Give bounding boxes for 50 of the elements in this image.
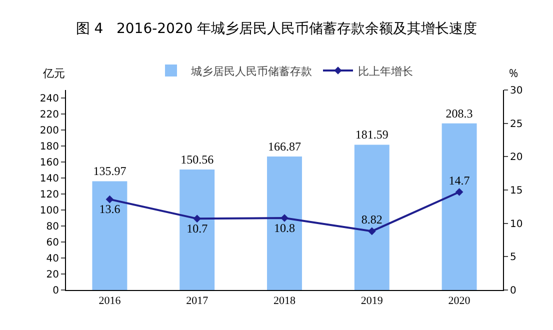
legend-label: 城乡居民人民币储蓄存款 — [190, 64, 312, 78]
y-tick-label: 240 — [40, 94, 59, 104]
y2-tick-label: 20 — [510, 152, 523, 164]
data-label: 208.3 — [446, 106, 473, 120]
point — [455, 188, 464, 196]
data-label: 135.97 — [93, 164, 126, 178]
y-tick-label: 180 — [40, 142, 59, 152]
y-tick-label: 20 — [46, 270, 59, 280]
data-label: 10.8 — [274, 220, 295, 235]
y-tick-label: 100 — [40, 206, 59, 216]
legend-label: 比上年增长 — [358, 64, 413, 78]
bar — [442, 123, 477, 290]
y-tick-label: 120 — [40, 190, 59, 200]
data-label: 181.59 — [355, 128, 388, 142]
y-axis-title: 亿元 — [42, 66, 65, 81]
y2-tick-label: 0 — [510, 286, 516, 296]
point — [193, 214, 201, 223]
data-label: 8.82 — [361, 212, 382, 226]
data-label: 13.6 — [99, 202, 120, 216]
y-tick-label: 40 — [46, 254, 59, 264]
y2-tick-label: 25 — [510, 118, 523, 130]
y-tick-label: 0 — [52, 286, 59, 296]
bar — [180, 170, 215, 290]
y2-tick-label: 30 — [510, 86, 523, 96]
y2-tick-label: 10 — [510, 218, 523, 230]
y2-axis-title: % — [509, 66, 518, 81]
y2-tick-label: 15 — [510, 186, 523, 196]
x-tick-label: 2018 — [274, 295, 296, 308]
bar — [267, 156, 302, 290]
point — [280, 214, 288, 222]
y-tick-label: 200 — [40, 126, 59, 136]
data-label: 150.56 — [180, 152, 214, 167]
y-tick-label: 60 — [46, 238, 59, 248]
chart-title: 图 4 2016-2020 年城乡居民人民币储蓄存款余额及其增长速度 — [76, 20, 478, 37]
bar — [354, 144, 390, 290]
bar — [92, 181, 128, 290]
y-tick-label: 160 — [40, 158, 59, 168]
data-label: 10.7 — [186, 221, 208, 236]
data-label: 166.87 — [268, 140, 301, 154]
point — [368, 227, 376, 236]
y-tick-label: 220 — [40, 110, 59, 120]
y2-tick-label: 5 — [510, 252, 516, 264]
data-label: 14.7 — [448, 173, 470, 188]
x-tick-label: 2019 — [360, 295, 384, 308]
y-tick-label: 140 — [40, 174, 59, 184]
point — [106, 195, 114, 204]
x-tick-label: 2016 — [98, 295, 122, 308]
y-tick-label: 80 — [46, 222, 59, 232]
x-tick-label: 2020 — [448, 295, 471, 308]
x-tick-label: 2017 — [186, 295, 209, 308]
